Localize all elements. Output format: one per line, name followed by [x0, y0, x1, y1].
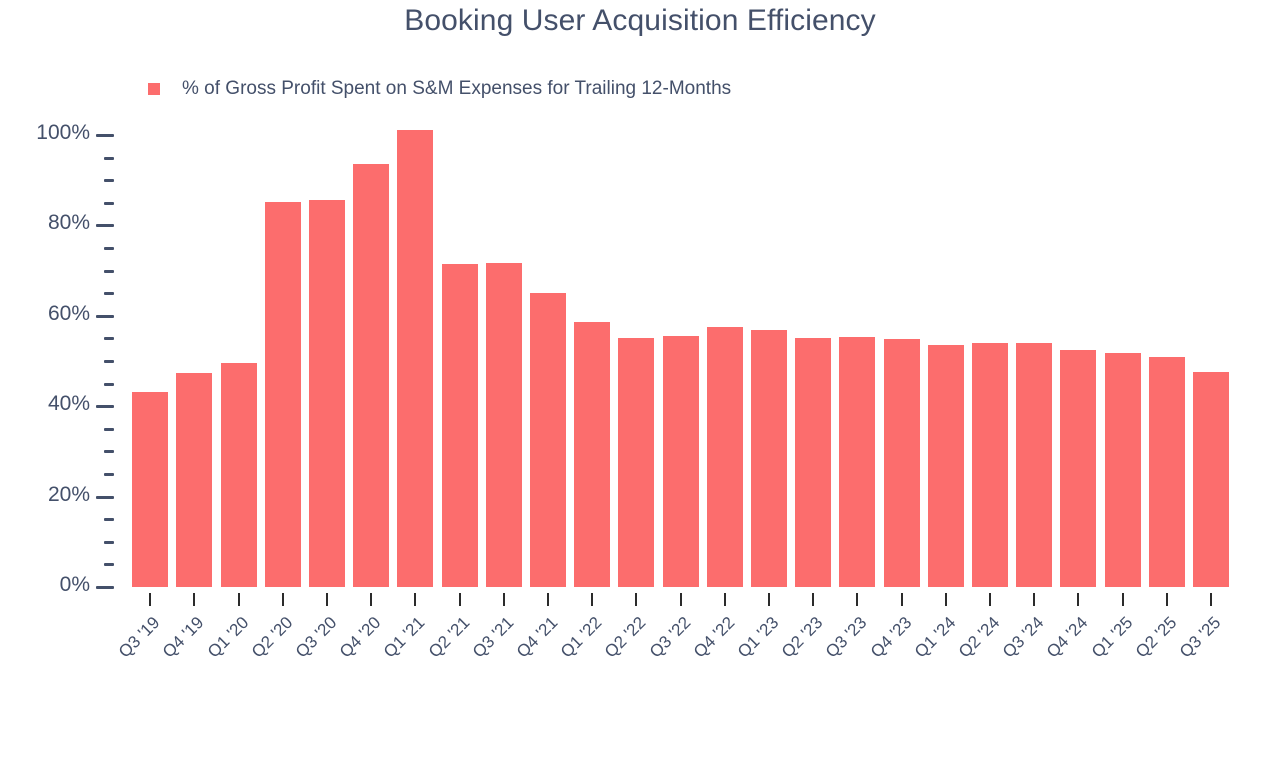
legend-color-swatch-icon: [148, 83, 160, 95]
y-axis-tick-label: 80%: [47, 211, 90, 235]
y-axis-tick-label: 100%: [36, 121, 90, 144]
y-tick-mark: [96, 134, 114, 137]
y-axis-tick-label: 40%: [47, 392, 90, 416]
x-axis-tick-mark: [458, 593, 461, 606]
y-tick-mark: [104, 382, 114, 386]
bar: [1192, 372, 1229, 587]
bar: [308, 200, 345, 587]
y-tick-mark: [104, 269, 114, 273]
y-tick-mark: [104, 540, 114, 544]
bar: [662, 335, 699, 587]
y-tick-mark: [96, 314, 114, 318]
y-tick-mark: [104, 179, 114, 183]
x-axis-tick-mark: [1077, 593, 1080, 606]
y-tick-mark: [96, 586, 114, 589]
y-tick-mark: [104, 337, 114, 341]
y-tick-mark: [96, 495, 114, 499]
y-tick-mark: [104, 427, 114, 431]
bar: [795, 338, 832, 587]
bar: [1016, 343, 1053, 587]
x-axis-tick-mark: [502, 593, 505, 606]
y-tick-mark: [104, 292, 114, 296]
x-axis-tick-mark: [281, 593, 284, 606]
x-axis-tick-mark: [1209, 593, 1212, 606]
bar: [618, 337, 655, 587]
y-axis-tick-label: 60%: [47, 301, 90, 325]
bar: [1060, 350, 1097, 587]
x-axis-tick-mark: [591, 593, 594, 606]
y-tick-mark: [104, 156, 114, 160]
bar: [927, 344, 964, 587]
legend-series-label: % of Gross Profit Spent on S&M Expenses …: [182, 78, 732, 99]
x-axis-tick-mark: [1165, 593, 1168, 606]
x-axis-tick-mark: [1033, 593, 1036, 606]
bar-chart: Booking User Acquisition Efficiency % of…: [0, 0, 1233, 720]
x-axis-tick-mark: [856, 593, 859, 606]
y-tick-mark: [104, 518, 114, 522]
bar: [1148, 356, 1185, 587]
x-axis-tick-mark: [679, 593, 682, 606]
bar: [176, 372, 213, 587]
x-axis-tick-mark: [193, 593, 196, 606]
y-tick-mark: [104, 450, 114, 454]
x-axis-tick-mark: [900, 593, 903, 606]
x-axis-tick-mark: [237, 593, 240, 606]
bar: [132, 392, 169, 587]
x-axis-tick-mark: [370, 593, 373, 606]
x-axis-tick-mark: [414, 593, 417, 606]
bar: [353, 163, 390, 587]
x-axis-tick-mark: [149, 593, 152, 606]
x-axis-tick-mark: [546, 593, 549, 606]
y-tick-mark: [104, 360, 114, 363]
y-axis-tick-label: 0%: [59, 573, 90, 596]
bar: [706, 327, 743, 587]
x-axis-tick-mark: [944, 593, 947, 606]
x-axis-tick-mark: [635, 593, 638, 606]
bar: [220, 363, 257, 587]
y-axis-tick-label: 20%: [47, 482, 90, 506]
y-tick-mark: [104, 247, 114, 250]
y-tick-mark: [104, 473, 114, 476]
x-axis-tick-mark: [988, 593, 991, 606]
chart-legend: % of Gross Profit Spent on S&M Expenses …: [148, 78, 731, 100]
bar: [1104, 352, 1141, 587]
x-axis-tick-mark: [767, 593, 770, 606]
x-axis-tick-mark: [723, 593, 726, 606]
y-axis: 0% 20% 40% 60% 80% 100%: [0, 0, 128, 720]
bar: [485, 263, 522, 587]
y-tick-mark: [96, 224, 114, 228]
x-axis-tick-mark: [812, 593, 815, 606]
bar: [883, 339, 920, 587]
x-axis-tick-mark: [325, 593, 328, 606]
bar: [529, 293, 566, 587]
bar: [574, 322, 611, 587]
plot-area: [128, 130, 1233, 587]
bar: [264, 202, 301, 587]
x-axis-tick-mark: [1121, 593, 1124, 606]
y-tick-mark: [96, 405, 114, 409]
bar: [441, 264, 478, 587]
bar: [397, 130, 434, 587]
bar: [750, 330, 787, 587]
x-axis: Q3 '19 Q4 '19 Q1 '20 Q2 '20 Q3 '20 Q4 '20 Q1 '…: [115, 587, 1233, 720]
bar: [971, 343, 1008, 587]
page-title: Booking User Acquisition Efficiency: [404, 4, 876, 37]
bar: [839, 337, 876, 587]
y-tick-mark: [104, 563, 114, 567]
y-tick-mark: [104, 201, 114, 205]
